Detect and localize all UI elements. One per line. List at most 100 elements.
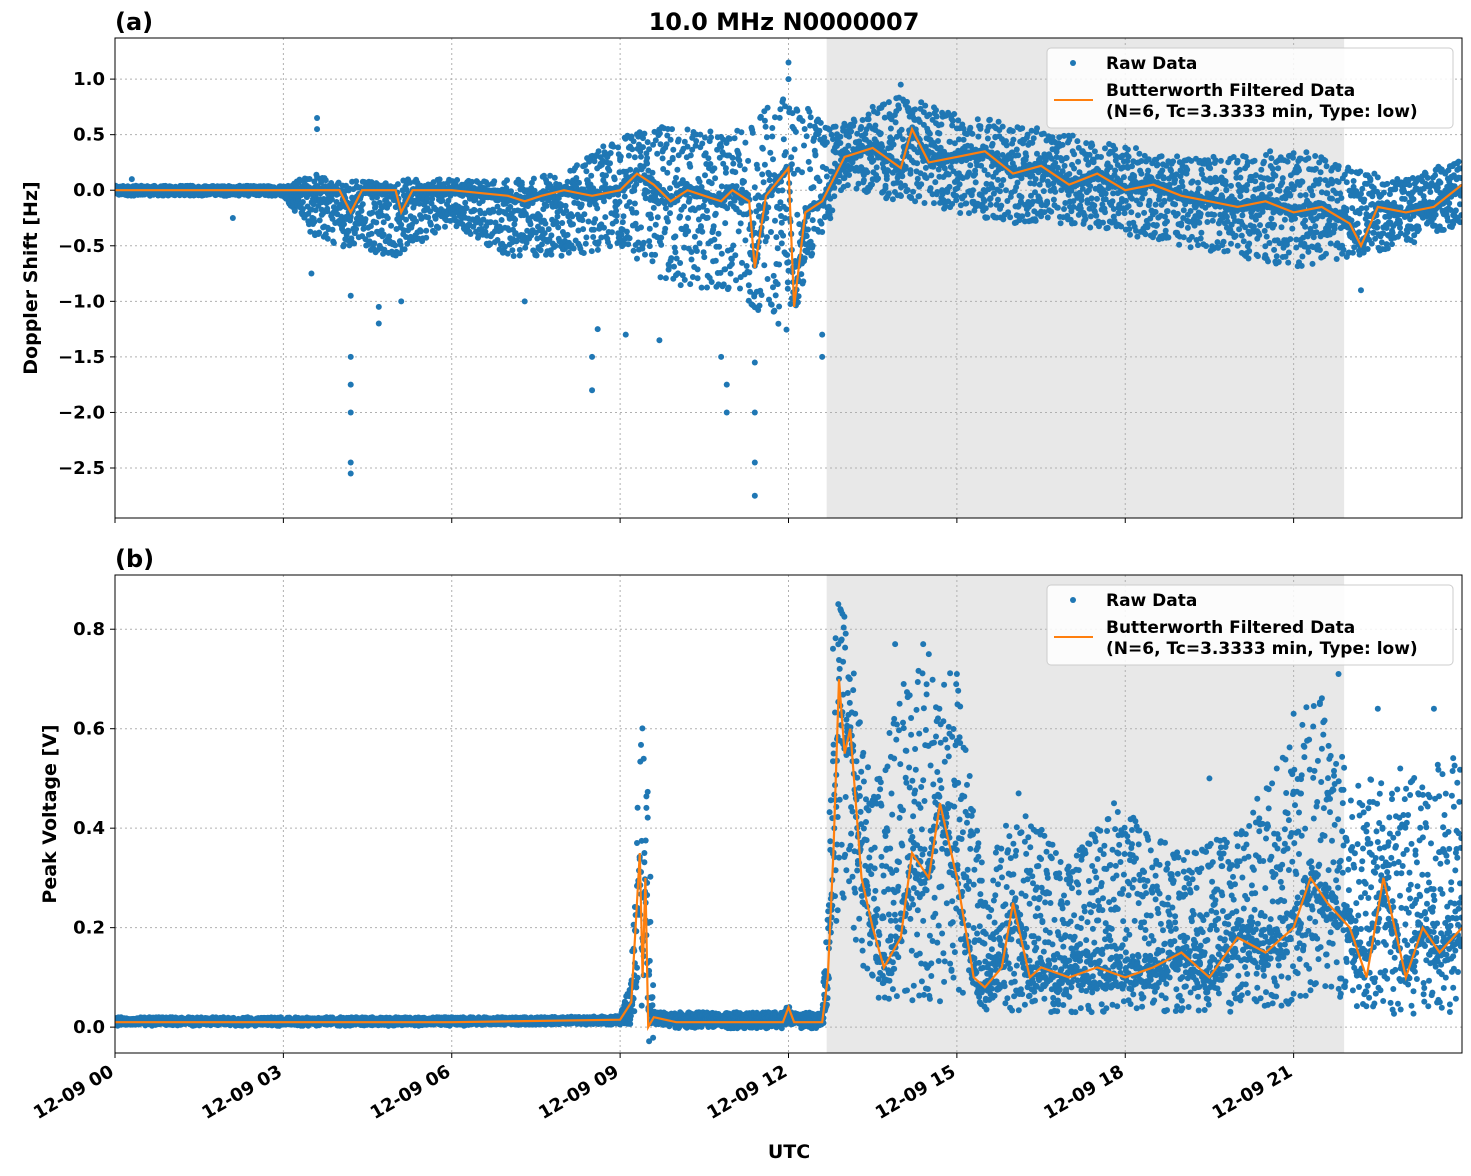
raw-point xyxy=(1228,241,1234,247)
raw-point xyxy=(1033,218,1039,224)
raw-point xyxy=(998,203,1004,209)
raw-point xyxy=(800,118,806,124)
raw-point xyxy=(883,183,889,189)
raw-point xyxy=(708,134,714,140)
raw-point xyxy=(905,105,911,111)
raw-point xyxy=(1126,203,1132,209)
raw-point xyxy=(579,217,585,223)
raw-point xyxy=(1203,243,1209,249)
raw-point xyxy=(884,176,890,182)
raw-point xyxy=(381,232,387,238)
raw-point xyxy=(861,177,867,183)
raw-point xyxy=(1058,220,1064,226)
raw-point xyxy=(600,143,606,149)
raw-point xyxy=(538,247,544,253)
raw-point xyxy=(931,200,937,206)
raw-point xyxy=(802,255,808,261)
raw-point xyxy=(651,205,657,211)
raw-point xyxy=(1079,193,1085,199)
raw-point xyxy=(922,200,928,206)
raw-point xyxy=(846,172,852,178)
raw-point xyxy=(692,234,698,240)
raw-point xyxy=(898,193,904,199)
raw-point xyxy=(1198,211,1204,217)
raw-point xyxy=(716,244,722,250)
raw-point xyxy=(951,111,957,117)
raw-point xyxy=(933,107,939,113)
raw-point xyxy=(528,221,534,227)
raw-point xyxy=(734,183,740,189)
raw-point xyxy=(631,248,637,254)
raw-point xyxy=(695,266,701,272)
raw-point xyxy=(837,134,843,140)
raw-point xyxy=(588,173,594,179)
raw-point xyxy=(323,177,329,183)
raw-point xyxy=(1164,218,1170,224)
raw-point xyxy=(779,240,785,246)
raw-point xyxy=(769,302,775,308)
raw-point xyxy=(1025,211,1031,217)
raw-point xyxy=(961,137,967,143)
raw-point xyxy=(685,228,691,234)
raw-point xyxy=(371,240,377,246)
raw-point xyxy=(699,229,705,235)
raw-point xyxy=(1137,201,1143,207)
raw-point xyxy=(781,136,787,142)
raw-point xyxy=(1135,212,1141,218)
raw-point xyxy=(491,209,497,215)
raw-point xyxy=(647,243,653,249)
raw-point xyxy=(428,222,434,228)
raw-point xyxy=(1048,209,1054,215)
raw-point xyxy=(689,257,695,263)
raw-point xyxy=(1184,167,1190,173)
raw-point xyxy=(670,147,676,153)
raw-point xyxy=(701,254,707,260)
raw-point xyxy=(1213,187,1219,193)
raw-point xyxy=(705,155,711,161)
raw-point xyxy=(928,185,934,191)
raw-point xyxy=(663,275,669,281)
raw-point xyxy=(645,139,651,145)
raw-point xyxy=(413,219,419,225)
raw-point xyxy=(824,139,830,145)
raw-point xyxy=(1217,230,1223,236)
raw-point xyxy=(555,214,561,220)
raw-point xyxy=(701,203,707,209)
raw-point xyxy=(360,201,366,207)
raw-point xyxy=(1064,155,1070,161)
raw-point xyxy=(732,169,738,175)
raw-point xyxy=(351,241,357,247)
raw-point xyxy=(848,129,854,135)
raw-point xyxy=(765,105,771,111)
raw-point xyxy=(687,164,693,170)
raw-point xyxy=(806,109,812,115)
raw-point xyxy=(1041,188,1047,194)
raw-point xyxy=(685,127,691,133)
raw-point xyxy=(627,235,633,241)
raw-point xyxy=(627,167,633,173)
raw-point xyxy=(1004,142,1010,148)
raw-point xyxy=(650,258,656,264)
raw-point xyxy=(1127,232,1133,238)
raw-point xyxy=(640,144,646,150)
raw-point xyxy=(1152,230,1158,236)
raw-point xyxy=(653,137,659,143)
raw-point xyxy=(1204,219,1210,225)
raw-point xyxy=(784,206,790,212)
raw-point xyxy=(928,172,934,178)
raw-point xyxy=(694,248,700,254)
raw-point xyxy=(947,184,953,190)
raw-point xyxy=(786,259,792,265)
raw-point xyxy=(509,247,515,253)
raw-point xyxy=(864,169,870,175)
raw-point xyxy=(780,96,786,102)
raw-point xyxy=(1010,128,1016,134)
raw-point xyxy=(634,256,640,262)
raw-point xyxy=(653,222,659,228)
raw-point xyxy=(639,246,645,252)
raw-point xyxy=(912,198,918,204)
raw-point xyxy=(1207,165,1213,171)
raw-point xyxy=(1019,125,1025,131)
raw-point xyxy=(891,142,897,148)
raw-point xyxy=(833,124,839,130)
